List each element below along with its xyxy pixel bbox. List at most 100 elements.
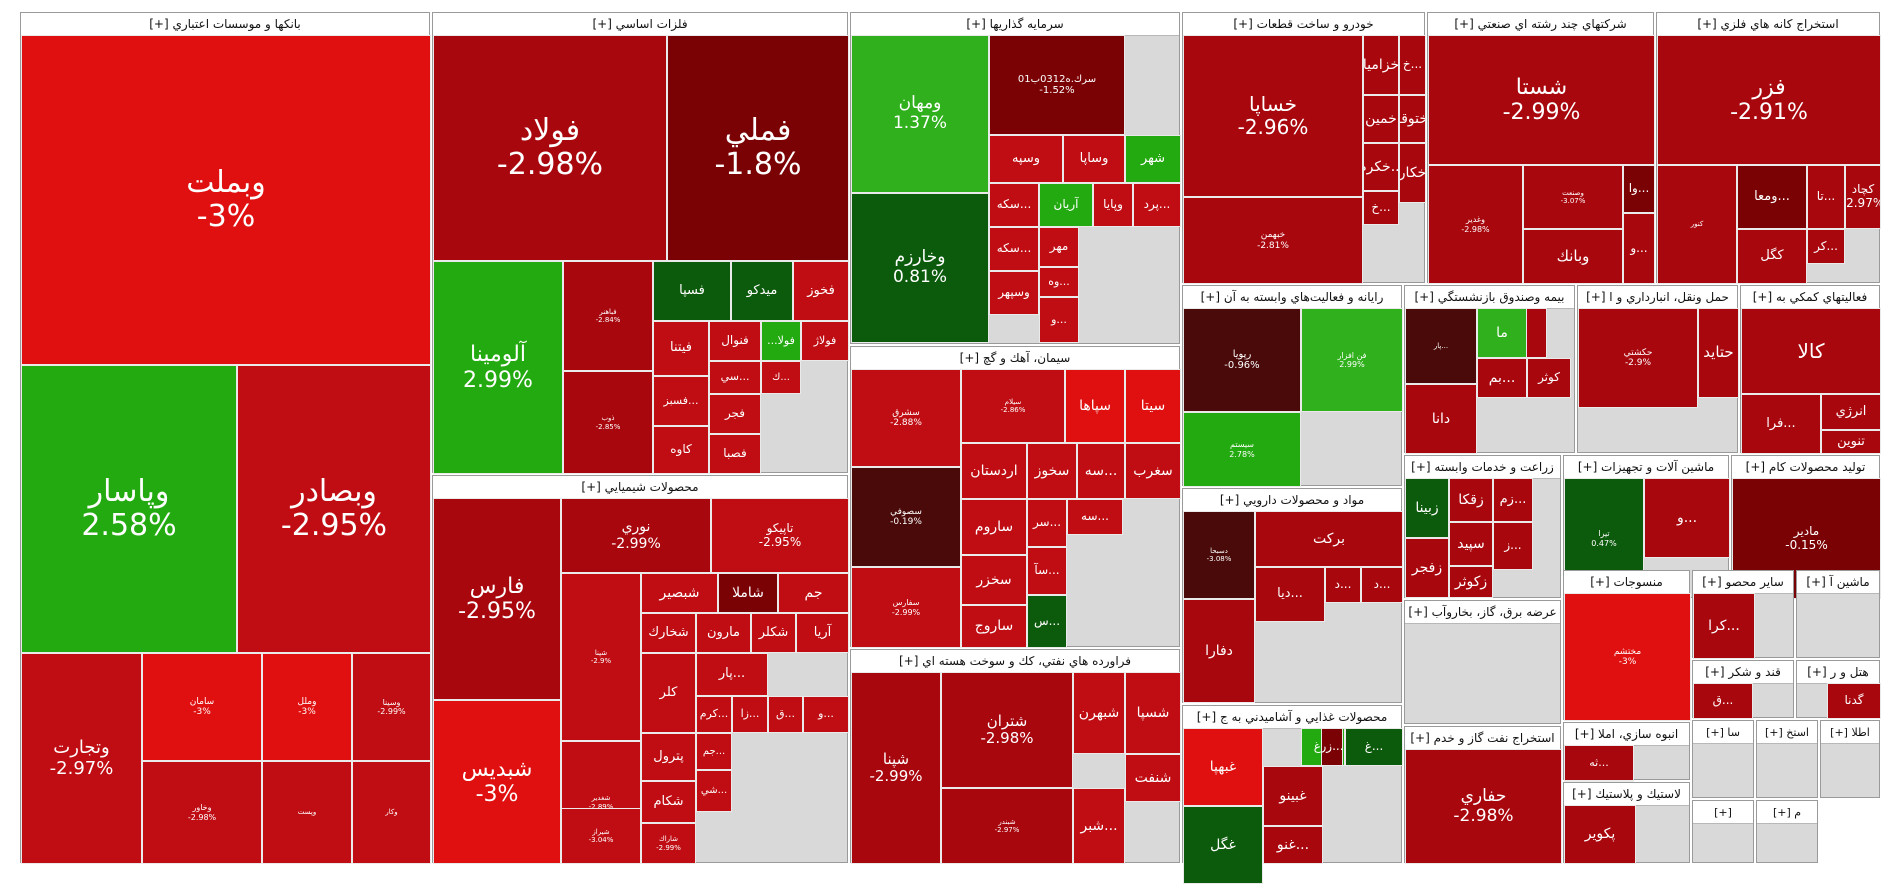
stock-tile[interactable]: سامان -3%	[142, 653, 262, 761]
stock-tile[interactable]: ...د	[1361, 567, 1403, 603]
stock-tile[interactable]: خمين	[1363, 95, 1399, 143]
stock-tile[interactable]: خزاميا	[1363, 35, 1399, 95]
sector-header[interactable]: فلزات اساسي [+]	[433, 13, 847, 36]
sector-header[interactable]: قند و شكر [+]	[1693, 661, 1793, 684]
stock-tile[interactable]: نوري -2.99%	[561, 498, 711, 573]
stock-tile[interactable]: شهر	[1125, 135, 1181, 183]
stock-tile[interactable]: وملل -3%	[262, 653, 352, 761]
stock-tile[interactable]: وبصادر -2.95%	[237, 365, 431, 653]
stock-tile[interactable]: شبديس -3%	[433, 700, 561, 864]
stock-tile[interactable]: ...ثه	[1564, 745, 1634, 781]
stock-tile[interactable]: فسپا	[653, 261, 731, 321]
stock-tile[interactable]: ...پرد	[1133, 183, 1181, 227]
stock-tile[interactable]: آلومينا 2.99%	[433, 261, 563, 474]
stock-tile[interactable]: كوثر	[1527, 358, 1571, 398]
stock-tile[interactable]: ...كر	[1807, 229, 1845, 264]
stock-tile[interactable]: سيلام -2.86%	[961, 369, 1065, 443]
stock-tile[interactable]: ...خكرم	[1363, 143, 1399, 191]
stock-tile[interactable]: ...شبر	[1073, 788, 1125, 864]
stock-tile[interactable]: شكام	[641, 781, 696, 823]
stock-tile[interactable]: سيتا	[1125, 369, 1181, 443]
sector-header[interactable]: سا [+]	[1693, 721, 1753, 744]
stock-tile[interactable]: ...سكه	[989, 183, 1039, 227]
stock-tile[interactable]: فن افزار 2.99%	[1301, 308, 1403, 412]
stock-tile[interactable]: حتايد	[1698, 308, 1739, 398]
stock-tile[interactable]: ...وا	[1623, 165, 1655, 213]
stock-tile[interactable]: اردستان	[961, 443, 1027, 499]
stock-tile[interactable]: سصوفي -0.19%	[851, 467, 961, 567]
stock-tile[interactable]: ...پار	[1405, 308, 1477, 384]
stock-tile[interactable]: غبينو	[1263, 766, 1323, 826]
stock-tile[interactable]: ...شي	[696, 770, 732, 812]
stock-tile[interactable]: شپنا -2.9%	[561, 573, 641, 741]
stock-tile[interactable]: ...زم	[1493, 478, 1533, 522]
stock-tile[interactable]: مهر	[1039, 227, 1079, 267]
sector-header[interactable]: محصولات شيميايي [+]	[433, 476, 847, 499]
stock-tile[interactable]: مارون	[696, 613, 751, 653]
sector-header[interactable]: مواد و محصولات دارويي [+]	[1183, 489, 1401, 512]
stock-tile[interactable]: خبهمن -2.81%	[1183, 197, 1363, 284]
stock-tile[interactable]: آريا	[796, 613, 849, 653]
sector-header[interactable]: عرضه برق، گاز، بخاروآب [+]	[1405, 601, 1560, 624]
sector-header[interactable]: ماشين آ [+]	[1797, 571, 1879, 594]
sector-header[interactable]: انبوه سازي، املا [+]	[1564, 723, 1689, 746]
stock-tile[interactable]: كنور	[1657, 165, 1737, 284]
stock-tile[interactable]: انرژي	[1821, 394, 1881, 430]
stock-tile[interactable]: ساروم	[961, 499, 1027, 555]
stock-tile[interactable]: ...خ	[1399, 35, 1426, 95]
stock-tile[interactable]: شپنا -2.99%	[851, 672, 941, 864]
stock-tile[interactable]: ومهان 1.37%	[851, 35, 989, 193]
stock-tile[interactable]: فنوال	[709, 321, 761, 361]
sector-header[interactable]: خودرو و ساخت قطعات [+]	[1183, 13, 1424, 36]
sector-header[interactable]: م [+]	[1757, 801, 1817, 824]
stock-tile[interactable]: رپويا -0.96%	[1183, 308, 1301, 412]
sector-header[interactable]: حمل ونقل، انبارداري و ا [+]	[1578, 286, 1737, 309]
stock-tile[interactable]: زكوثر	[1449, 566, 1493, 598]
stock-tile[interactable]: سفارس -2.99%	[851, 567, 961, 648]
stock-tile[interactable]: فزر -2.91%	[1657, 35, 1881, 165]
stock-tile[interactable]: ...فسبز	[653, 376, 709, 426]
stock-tile[interactable]: حفاري -2.98%	[1405, 749, 1562, 864]
sector-header[interactable]: رايانه و فعاليت‌هاي وابسته به آن [+]	[1183, 286, 1401, 309]
stock-tile[interactable]: بركت	[1255, 511, 1403, 567]
stock-tile[interactable]: ساروج	[961, 605, 1027, 648]
stock-tile[interactable]: سشرق -2.88%	[851, 369, 961, 467]
stock-tile[interactable]: وصنعت -3.07%	[1523, 165, 1623, 229]
stock-tile[interactable]: فباهنر -2.84%	[563, 261, 653, 371]
stock-tile[interactable]: آريان	[1039, 183, 1093, 227]
stock-tile[interactable]: ...كرم	[696, 696, 732, 733]
sector-header[interactable]: ماشين آلات و تجهيزات [+]	[1564, 456, 1728, 479]
stock-tile[interactable]: كگل	[1737, 229, 1807, 284]
stock-tile[interactable]: ما	[1477, 308, 1527, 358]
sector-header[interactable]: لاستيك و پلاستيك [+]	[1564, 783, 1689, 806]
stock-tile[interactable]: سخوز	[1027, 443, 1077, 499]
stock-tile[interactable]: ...س	[1027, 595, 1067, 648]
stock-tile[interactable]: زفجر	[1405, 538, 1449, 598]
sector-header[interactable]: استخراج كانه هاي فلزي [+]	[1657, 13, 1879, 36]
stock-tile[interactable]: شيراز -3.04%	[561, 808, 641, 864]
stock-tile[interactable]: ...پار	[696, 653, 768, 696]
stock-tile[interactable]: ...و	[1039, 297, 1079, 343]
stock-tile[interactable]: سيستم 2.78%	[1183, 412, 1301, 487]
sector-header[interactable]: استخ [+]	[1757, 721, 1817, 744]
stock-tile[interactable]: فخوز	[793, 261, 849, 321]
stock-tile[interactable]: دفارا	[1183, 599, 1255, 703]
stock-tile[interactable]: وپايا	[1093, 183, 1133, 227]
stock-tile[interactable]: فيتنا	[653, 321, 709, 376]
sector-header[interactable]: [+]	[1693, 801, 1753, 824]
stock-tile[interactable]: ختوقا	[1399, 95, 1426, 143]
stock-tile[interactable]: شاراك -2.99%	[641, 823, 696, 864]
sector-header[interactable]: شركتهاي چند رشته اي صنعتي [+]	[1428, 13, 1653, 36]
stock-tile[interactable]: خكار	[1399, 143, 1426, 203]
sector-header[interactable]: استخراج نفت گاز و خدم [+]	[1405, 727, 1560, 750]
stock-tile[interactable]: تنوين	[1821, 430, 1881, 454]
stock-tile[interactable]: ...وه	[1039, 267, 1079, 297]
stock-tile[interactable]: پترول	[641, 733, 696, 781]
stock-tile[interactable]: شستا -2.99%	[1428, 35, 1655, 165]
stock-tile[interactable]: وپاسار 2.58%	[21, 365, 237, 653]
stock-tile[interactable]: شسپا	[1125, 672, 1181, 754]
sector-header[interactable]: فراورده هاي نفتي، كك و سوخت هسته اي [+]	[851, 650, 1179, 673]
stock-tile[interactable]: ...خ	[1363, 191, 1399, 225]
stock-tile[interactable]: ...غ	[1345, 728, 1403, 766]
stock-tile[interactable]: ...بم	[1477, 358, 1527, 398]
